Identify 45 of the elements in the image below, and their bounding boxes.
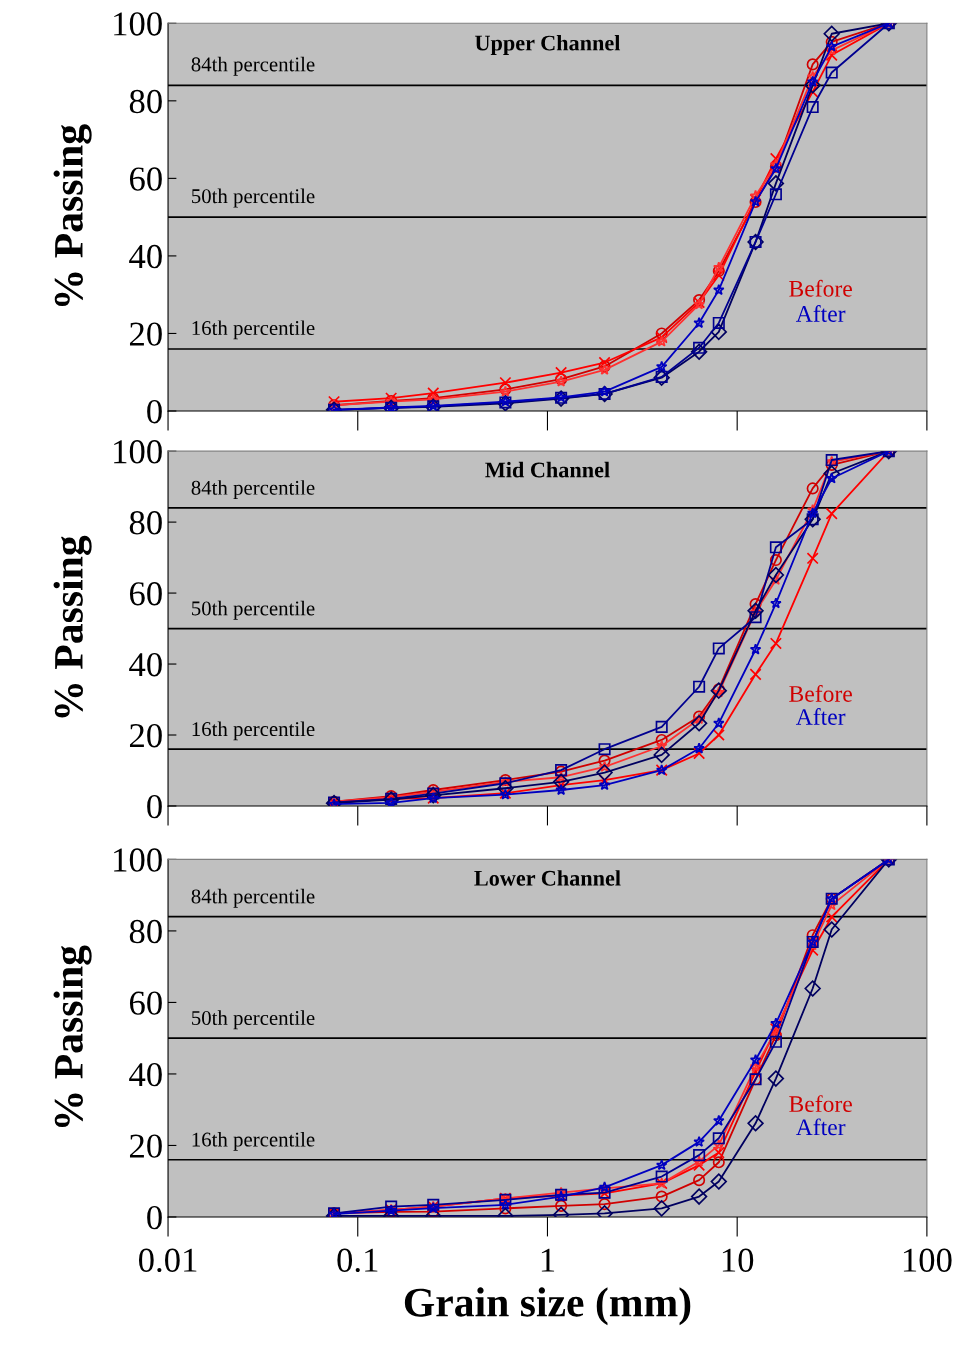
ref-line-label: 16th percentile: [192, 721, 315, 741]
y-tick-label: 40: [129, 244, 162, 269]
chart-title: Mid Channel: [485, 461, 610, 478]
y-axis-title: % Passing: [53, 124, 92, 307]
y-axis-title: % Passing: [53, 535, 92, 718]
ref-line-label: 16th percentile: [192, 1131, 315, 1151]
x-axis-title: Grain size (mm): [404, 1287, 691, 1326]
y-tick-label: 40: [129, 653, 162, 677]
ref-line-label: 50th percentile: [192, 188, 315, 208]
y-axis-title: % Passing: [53, 945, 92, 1128]
x-tick-label: 1: [541, 1248, 555, 1272]
y-tick-label: 60: [129, 582, 162, 606]
ref-line-label: 84th percentile: [191, 480, 315, 500]
x-tick-label: 100: [903, 1248, 952, 1272]
annotation: Before: [789, 685, 852, 702]
y-tick-label: 0: [147, 1205, 162, 1230]
chart-title: Upper Channel: [475, 34, 621, 56]
y-tick-label: 20: [129, 322, 162, 346]
annotation: After: [795, 708, 846, 725]
x-tick-label: 10: [722, 1248, 754, 1272]
y-tick-label: 20: [129, 1134, 162, 1158]
y-tick-label: 80: [129, 89, 162, 114]
annotation: Before: [789, 1095, 852, 1113]
y-tick-label: 80: [129, 919, 162, 944]
y-tick-label: 100: [114, 848, 162, 872]
y-tick-label: 100: [114, 12, 162, 36]
ref-line-label: 50th percentile: [192, 1010, 315, 1030]
y-tick-label: 60: [129, 167, 162, 191]
ref-line-label: 50th percentile: [192, 600, 315, 620]
y-tick-label: 0: [147, 794, 162, 819]
y-tick-label: 80: [129, 511, 162, 535]
ref-line-label: 84th percentile: [191, 56, 315, 76]
ref-line-label: 84th percentile: [191, 888, 315, 908]
chart-title: Lower Channel: [474, 870, 621, 886]
x-tick-label: 0.1: [337, 1248, 378, 1273]
x-tick-label: 0.01: [138, 1248, 197, 1273]
annotation: Before: [789, 279, 852, 297]
annotation: After: [795, 305, 846, 322]
y-tick-label: 0: [147, 399, 162, 424]
y-tick-label: 40: [129, 1062, 162, 1087]
y-tick-label: 60: [129, 991, 162, 1015]
y-tick-label: 20: [129, 723, 162, 748]
annotation: After: [795, 1118, 846, 1136]
ref-line-label: 16th percentile: [192, 320, 315, 340]
y-tick-label: 100: [114, 440, 162, 464]
